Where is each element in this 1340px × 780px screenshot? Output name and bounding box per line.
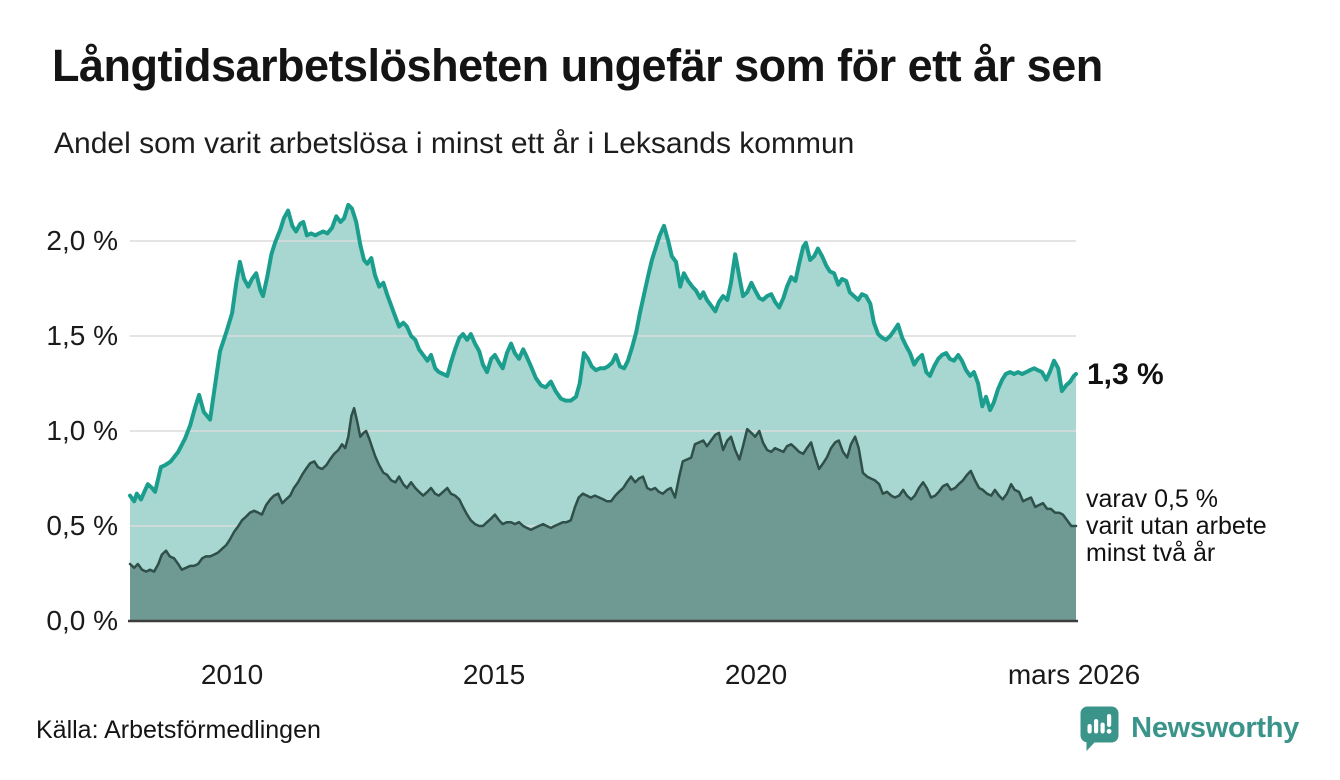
x-axis-tick-1: 2015: [462, 659, 526, 690]
x-axis-tick-0: 2010: [200, 659, 264, 690]
page-subtitle: Andel som varit arbetslösa i minst ett å…: [54, 127, 855, 160]
line-total: [128, 202, 1078, 504]
y-axis-tick-2: 1,0 %: [46, 415, 118, 446]
page-title: Långtidsarbetslösheten ungefär som för e…: [52, 40, 1103, 91]
area-subset: [130, 408, 1076, 621]
line-subset: [128, 406, 1078, 573]
newsworthy-bubble-chart-icon: [1079, 705, 1120, 752]
source-note: Källa: Arbetsförmedlingen: [36, 716, 321, 744]
y-axis-tick-1: 0,5 %: [46, 510, 118, 541]
end-value-label: 1,3 %: [1087, 358, 1164, 391]
newsworthy-logo-text: Newsworthy: [1131, 712, 1299, 744]
y-axis-tick-0: 0,0 %: [46, 605, 118, 636]
end-note-label: varav 0,5 % varit utan arbete minst två …: [1086, 485, 1267, 567]
y-axis-tick-4: 2,0 %: [46, 225, 118, 256]
x-axis-tick-3: mars 2026: [1007, 659, 1141, 690]
x-axis-tick-2: 2020: [724, 659, 788, 690]
y-axis-tick-3: 1,5 %: [46, 320, 118, 351]
newsworthy-logo: Newsworthy: [1079, 705, 1299, 752]
